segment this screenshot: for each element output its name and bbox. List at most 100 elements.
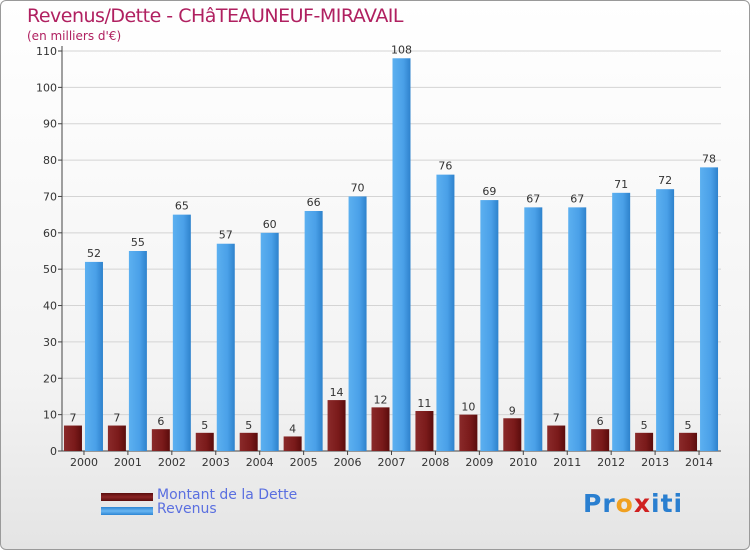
bar-revenus [128,251,147,451]
bar-revenus [84,261,103,451]
x-tick-label: 2012 [597,456,625,469]
y-tick-label: 110 [36,45,57,58]
data-label-revenus: 70 [351,181,365,194]
x-tick-label: 2001 [114,456,142,469]
data-label-dette: 14 [330,386,344,399]
data-label-dette: 6 [597,415,604,428]
bar-revenus [436,174,455,452]
y-tick-label: 70 [43,190,57,203]
data-label-revenus: 52 [87,247,101,260]
bar-dette [415,411,434,451]
bar-revenus [304,211,323,451]
data-label-dette: 5 [245,419,252,432]
y-tick-label: 20 [43,372,57,385]
legend-swatch-revenus [101,507,153,515]
legend-swatch-dette [101,493,153,501]
data-label-dette: 4 [289,422,296,435]
bar-dette [591,429,610,451]
data-label-dette: 11 [417,397,431,410]
x-tick-label: 2005 [290,456,318,469]
bar-dette [151,429,170,451]
data-label-dette: 5 [685,419,692,432]
logo-letter: o [615,489,634,518]
bar-dette [635,432,654,451]
y-tick-label: 30 [43,336,57,349]
chart-title: Revenus/Dette - CHâTEAUNEUF-MIRAVAIL [27,5,404,27]
data-label-revenus: 66 [307,196,321,209]
logo-letter: i [651,489,661,518]
y-tick-label: 10 [43,409,57,422]
x-tick-label: 2000 [70,456,98,469]
x-tick-label: 2008 [421,456,449,469]
bar-dette [239,432,258,451]
y-tick-label: 0 [50,445,57,458]
data-label-dette: 5 [641,419,648,432]
bar-revenus [260,232,279,451]
data-label-revenus: 60 [263,218,277,231]
x-tick-label: 2014 [685,456,713,469]
bar-revenus [568,207,587,451]
data-label-revenus: 69 [482,185,496,198]
y-tick-label: 80 [43,154,57,167]
data-label-revenus: 67 [570,192,584,205]
x-tick-label: 2007 [378,456,406,469]
bar-dette [283,436,302,451]
y-tick-label: 50 [43,263,57,276]
bar-revenus [612,192,631,451]
bar-dette [371,407,390,451]
data-label-revenus: 108 [391,43,412,56]
bar-revenus [216,243,235,451]
bar-revenus [480,200,499,451]
x-tick-label: 2003 [202,456,230,469]
bar-dette [327,400,346,451]
data-label-revenus: 67 [526,192,540,205]
bar-revenus [392,58,411,451]
bar-revenus [172,214,191,451]
x-tick-label: 2013 [641,456,669,469]
x-tick-label: 2010 [509,456,537,469]
data-label-revenus: 65 [175,200,189,213]
y-tick-label: 40 [43,300,57,313]
data-label-dette: 10 [461,401,475,414]
data-label-dette: 7 [69,412,76,425]
logo-letter: P [583,489,603,518]
data-label-revenus: 76 [438,160,452,173]
data-label-dette: 7 [113,412,120,425]
bar-revenus [524,207,543,451]
bar-dette [679,432,698,451]
legend-label-dette: Montant de la Dette [157,487,298,503]
logo-letter: r [602,489,616,518]
x-tick-label: 2004 [246,456,274,469]
x-tick-label: 2002 [158,456,186,469]
bar-revenus [656,189,675,451]
x-tick-label: 2011 [553,456,581,469]
y-tick-label: 60 [43,227,57,240]
data-label-revenus: 72 [658,174,672,187]
logo-letter: t [660,489,674,518]
data-label-revenus: 78 [702,152,716,165]
bar-dette [63,425,82,451]
data-label-dette: 5 [201,419,208,432]
data-label-revenus: 55 [131,236,145,249]
bar-dette [503,418,522,451]
bar-dette [547,425,566,451]
proxiti-logo: Proxiti [583,489,683,518]
data-label-revenus: 57 [219,229,233,242]
data-label-dette: 9 [509,404,516,417]
bar-revenus [348,196,367,451]
x-tick-label: 2009 [465,456,493,469]
bar-dette [107,425,126,451]
y-tick-label: 90 [43,118,57,131]
bar-revenus [700,167,719,451]
x-tick-label: 2006 [334,456,362,469]
chart-subtitle: (en milliers d'€) [27,29,122,43]
bar-dette [195,432,214,451]
data-label-dette: 6 [157,415,164,428]
logo-letter: i [673,489,684,518]
data-label-dette: 12 [374,393,388,406]
legend-label-revenus: Revenus [157,501,217,517]
data-label-dette: 7 [553,412,560,425]
bar-dette [459,414,478,451]
y-tick-label: 100 [36,81,57,94]
